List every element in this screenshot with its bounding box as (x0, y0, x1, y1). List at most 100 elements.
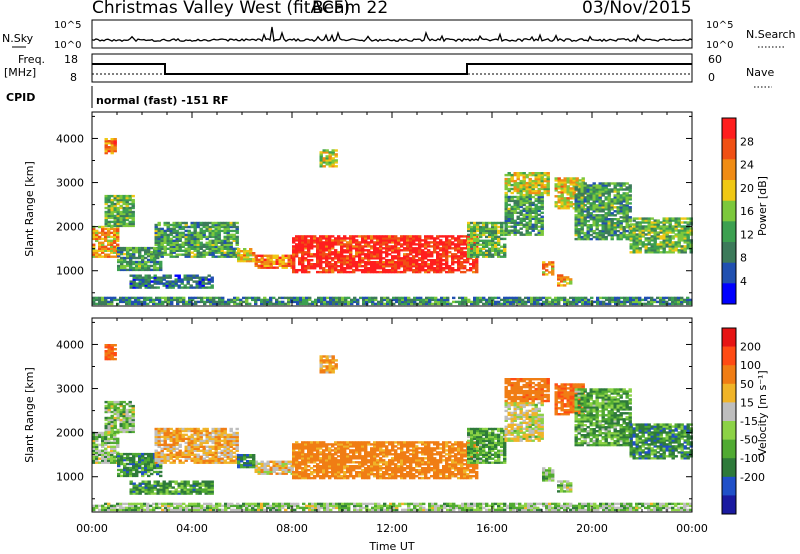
echo-cell (382, 471, 386, 474)
echo-cell (349, 251, 353, 254)
y-tick-label: 1000 (56, 265, 84, 278)
echo-cell (572, 189, 576, 192)
echo-cell (394, 247, 398, 250)
echo-cell (504, 231, 508, 234)
echo-cell (364, 441, 368, 444)
echo-cell (632, 237, 636, 240)
echo-cell (472, 270, 476, 274)
echo-cell (368, 300, 372, 304)
echo-cell (220, 255, 224, 258)
echo-cell (129, 252, 133, 256)
echo-cell (683, 241, 687, 244)
echo-cell (475, 257, 479, 260)
echo-cell (281, 296, 285, 300)
echo-cell (433, 259, 437, 262)
echo-cell (226, 241, 230, 244)
echo-cell (119, 212, 123, 216)
echo-cell (650, 237, 654, 240)
echo-cell (436, 270, 440, 274)
echo-cell (208, 235, 212, 239)
echo-cell (574, 196, 578, 199)
echo-cell (671, 227, 675, 230)
echo-cell (131, 204, 135, 208)
echo-cell (204, 276, 208, 279)
echo-cell (494, 225, 498, 229)
echo-cell (560, 181, 564, 184)
echo-cell (361, 459, 365, 462)
echo-cell (448, 270, 452, 274)
echo-cell (554, 300, 558, 304)
echo-cell (307, 249, 311, 252)
echo-cell (266, 298, 270, 302)
echo-cell (116, 208, 120, 212)
echo-cell (662, 217, 666, 220)
echo-cell (361, 270, 365, 274)
echo-cell (638, 241, 642, 244)
echo-cell (373, 247, 377, 250)
echo-cell (574, 218, 578, 221)
echo-cell (193, 229, 197, 233)
echo-cell (497, 237, 501, 241)
echo-cell (427, 267, 431, 270)
echo-cell (416, 296, 420, 300)
echo-cell (138, 256, 142, 260)
echo-cell (391, 463, 395, 466)
echo-cell (184, 239, 188, 242)
echo-cell (346, 457, 350, 460)
echo-cell (560, 280, 564, 283)
echo-cell (403, 255, 407, 258)
echo-cell (325, 467, 329, 470)
echo-cell (107, 212, 111, 216)
echo-cell (610, 237, 614, 241)
echo-cell (421, 249, 425, 252)
echo-cell (338, 300, 342, 304)
echo-cell (263, 298, 267, 302)
echo-cell (278, 302, 282, 306)
echo-cell (485, 221, 489, 225)
echo-cell (119, 196, 123, 200)
echo-cell (540, 233, 544, 236)
echo-cell (160, 231, 164, 235)
echo-cell (528, 201, 532, 205)
echo-cell (202, 229, 206, 233)
echo-cell (221, 298, 225, 302)
echo-cell (563, 203, 567, 206)
echo-cell (322, 461, 326, 464)
echo-cell (232, 233, 236, 237)
echo-cell (391, 265, 395, 268)
echo-cell (546, 173, 550, 177)
echo-cell (442, 249, 446, 252)
echo-cell (436, 257, 440, 260)
echo-cell (131, 198, 135, 202)
echo-cell (196, 251, 200, 254)
echo-cell (641, 235, 645, 238)
echo-cell (107, 216, 111, 220)
echo-cell (107, 300, 111, 304)
echo-cell (476, 251, 480, 254)
echo-cell (307, 455, 311, 458)
echo-cell (599, 296, 603, 300)
echo-cell (122, 212, 126, 216)
echo-cell (163, 249, 167, 252)
echo-cell (163, 253, 167, 256)
echo-cell (266, 472, 270, 475)
echo-cell (421, 243, 425, 246)
echo-cell (653, 233, 657, 236)
echo-cell (104, 253, 108, 256)
echo-cell (494, 229, 498, 233)
echo-cell (129, 280, 133, 283)
echo-cell (344, 302, 348, 306)
echo-cell (233, 300, 237, 304)
echo-cell (325, 455, 329, 458)
echo-cell (569, 197, 573, 200)
echo-cell (662, 235, 666, 238)
echo-cell (653, 243, 657, 246)
echo-cell (110, 212, 114, 216)
echo-cell (298, 447, 302, 450)
echo-cell (217, 227, 221, 231)
echo-cell (519, 231, 523, 234)
echo-cell (598, 206, 602, 209)
echo-cell (413, 302, 417, 306)
echo-cell (581, 300, 585, 304)
echo-cell (528, 173, 532, 177)
